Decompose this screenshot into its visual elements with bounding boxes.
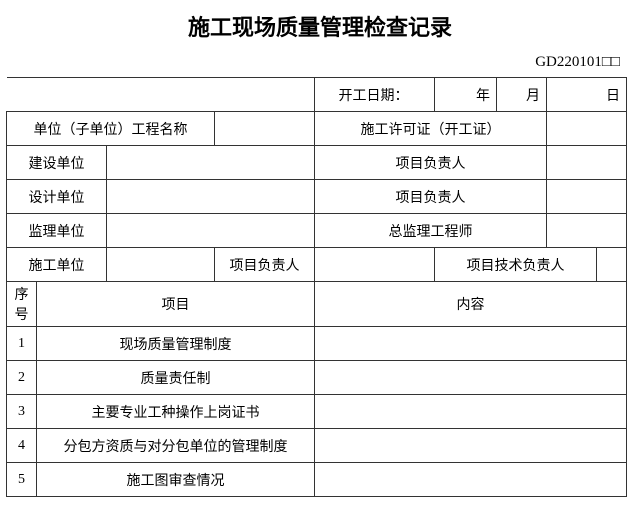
design-resp-label: 项目负责人 [315, 180, 547, 214]
table-row: 3 主要专业工种操作上岗证书 [7, 395, 627, 429]
form-table: 开工日期： 年 月 日 单位（子单位）工程名称 施工许可证（开工证） 建设单位 … [6, 77, 627, 497]
content-cell[interactable] [315, 327, 627, 361]
table-row: 4 分包方资质与对分包单位的管理制度 [7, 429, 627, 463]
supervise-resp-value[interactable] [547, 214, 627, 248]
supervise-unit-label: 监理单位 [7, 214, 107, 248]
row-build-unit: 建设单位 项目负责人 [7, 146, 627, 180]
page-title: 施工现场质量管理检查记录 [0, 0, 640, 50]
construct-tech-resp-label: 项目技术负责人 [435, 248, 597, 282]
date-label: 开工日期： [315, 78, 435, 112]
row-supervise-unit: 监理单位 总监理工程师 [7, 214, 627, 248]
seq-cell: 4 [7, 429, 37, 463]
build-resp-label: 项目负责人 [315, 146, 547, 180]
content-cell[interactable] [315, 395, 627, 429]
seq-cell: 2 [7, 361, 37, 395]
item-cell: 质量责任制 [37, 361, 315, 395]
construct-unit-value[interactable] [107, 248, 215, 282]
construct-unit-label: 施工单位 [7, 248, 107, 282]
row-construct-unit: 施工单位 项目负责人 项目技术负责人 [7, 248, 627, 282]
doc-number: GD220101□□ [0, 50, 640, 77]
date-month: 月 [497, 78, 547, 112]
seq-cell: 5 [7, 463, 37, 497]
permit-label: 施工许可证（开工证） [315, 112, 547, 146]
date-day: 日 [547, 78, 627, 112]
date-row: 开工日期： 年 月 日 [7, 78, 627, 112]
item-cell: 施工图审查情况 [37, 463, 315, 497]
build-unit-value[interactable] [107, 146, 315, 180]
item-cell: 分包方资质与对分包单位的管理制度 [37, 429, 315, 463]
col-content: 内容 [315, 282, 627, 327]
supervise-resp-label: 总监理工程师 [315, 214, 547, 248]
content-cell[interactable] [315, 463, 627, 497]
supervise-unit-value[interactable] [107, 214, 315, 248]
construct-resp-value[interactable] [315, 248, 435, 282]
table-row: 5 施工图审查情况 [7, 463, 627, 497]
date-year: 年 [435, 78, 497, 112]
build-unit-label: 建设单位 [7, 146, 107, 180]
construct-tech-resp-value[interactable] [597, 248, 627, 282]
row-unit-project: 单位（子单位）工程名称 施工许可证（开工证） [7, 112, 627, 146]
unit-project-name-value[interactable] [215, 112, 315, 146]
item-cell: 现场质量管理制度 [37, 327, 315, 361]
permit-value[interactable] [547, 112, 627, 146]
construct-resp-label: 项目负责人 [215, 248, 315, 282]
design-resp-value[interactable] [547, 180, 627, 214]
col-seq: 序号 [7, 282, 37, 327]
content-cell[interactable] [315, 361, 627, 395]
design-unit-value[interactable] [107, 180, 315, 214]
design-unit-label: 设计单位 [7, 180, 107, 214]
content-cell[interactable] [315, 429, 627, 463]
item-cell: 主要专业工种操作上岗证书 [37, 395, 315, 429]
row-table-header: 序号 项目 内容 [7, 282, 627, 327]
row-design-unit: 设计单位 项目负责人 [7, 180, 627, 214]
unit-project-name-label: 单位（子单位）工程名称 [7, 112, 215, 146]
seq-cell: 1 [7, 327, 37, 361]
col-item: 项目 [37, 282, 315, 327]
table-row: 2 质量责任制 [7, 361, 627, 395]
seq-cell: 3 [7, 395, 37, 429]
table-row: 1 现场质量管理制度 [7, 327, 627, 361]
build-resp-value[interactable] [547, 146, 627, 180]
